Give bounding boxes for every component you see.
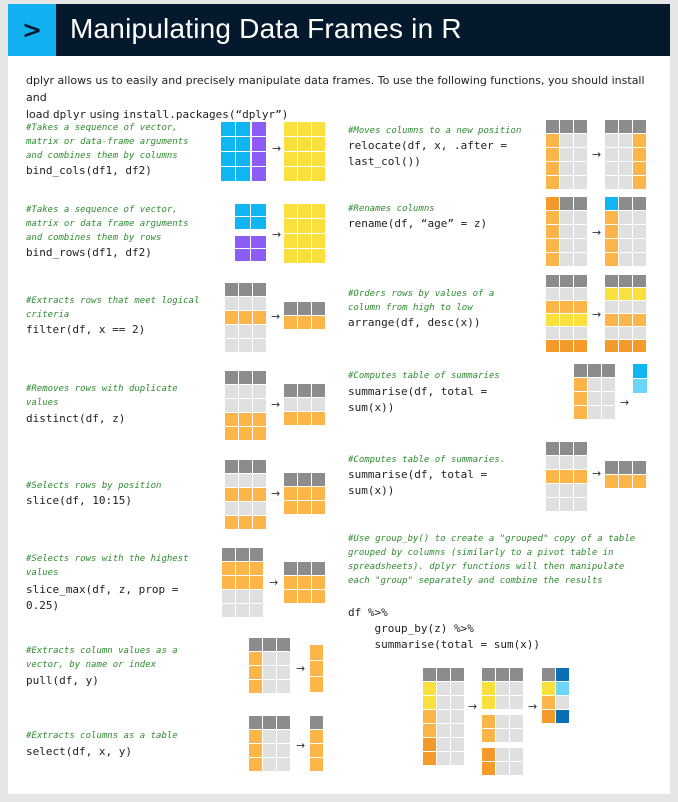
- pull-comment: #Extracts column values as a vector, by …: [26, 646, 178, 670]
- bind-rows-comment: #Takes a sequence of vector, matrix or d…: [26, 205, 189, 243]
- bind-rows-result: [284, 204, 325, 263]
- bind-cols-table-a: [221, 122, 250, 181]
- filter-comment: #Extracts rows that meet logical criteri…: [26, 296, 200, 320]
- bind-rows-table-b: [235, 236, 266, 261]
- arrow-icon: →: [592, 467, 602, 480]
- group-by-part-1: [482, 668, 523, 709]
- slice-max-code: slice_max(df, z, prop = 0.25): [26, 583, 179, 612]
- bind-cols-result: [284, 122, 325, 181]
- intro-line-1: dplyr allows us to easily and precisely …: [26, 74, 645, 104]
- pull-code: pull(df, y): [26, 674, 99, 687]
- cheat-sheet-card: > Manipulating Data Frames in R dplyr al…: [8, 4, 670, 794]
- distinct-result: [284, 384, 325, 425]
- filter-result: [284, 302, 325, 329]
- chevron-right-icon: >: [8, 4, 56, 56]
- intro-line-2: load dplyr using install.packages(“dplyr…: [26, 106, 652, 123]
- rename-code: rename(df, “age” = z): [348, 217, 488, 230]
- group-by-comment: #Use group_by() to create a "grouped" co…: [348, 534, 636, 586]
- arrow-icon: →: [592, 308, 602, 321]
- slice-max-table: [222, 548, 263, 617]
- summarise-table-1: [574, 364, 615, 419]
- select-code: select(df, x, y): [26, 745, 132, 758]
- arrow-icon: →: [296, 662, 306, 675]
- relocate-comment: #Moves columns to a new position: [348, 126, 522, 136]
- arrow-icon: →: [620, 396, 630, 409]
- distinct-comment: #Removes rows with duplicate values: [26, 384, 178, 408]
- arrange-comment: #Orders rows by values of a column from …: [348, 289, 495, 313]
- arrange-code: arrange(df, desc(x)): [348, 316, 481, 329]
- group-by-table: [423, 668, 464, 765]
- arrow-icon: →: [271, 487, 281, 500]
- arrow-icon: →: [272, 228, 282, 241]
- summarise-code-1: summarise(df, total = sum(x)): [348, 385, 488, 414]
- intro-text-load: load: [26, 108, 54, 121]
- relocate-code: relocate(df, x, .after = last_col()): [348, 139, 507, 168]
- select-result: [310, 716, 323, 771]
- arrow-icon: →: [528, 700, 538, 713]
- summarise-table-2: [546, 442, 587, 511]
- slice-result: [284, 473, 325, 514]
- arrow-icon: →: [269, 576, 279, 589]
- slice-comment: #Selects rows by position: [26, 481, 162, 491]
- pull-table: [249, 638, 290, 693]
- arrange-table: [546, 275, 587, 352]
- slice-table: [225, 460, 266, 529]
- bind-cols-code: bind_cols(df1, df2): [26, 164, 152, 177]
- arrange-result: [605, 275, 646, 352]
- arrow-icon: →: [272, 142, 282, 155]
- filter-code: filter(df, x == 2): [26, 323, 146, 336]
- distinct-code: distinct(df, z): [26, 412, 126, 425]
- intro-code-dplyr: dplyr: [53, 108, 87, 121]
- arrow-icon: →: [592, 226, 602, 239]
- group-by-part-3: [482, 748, 523, 775]
- rename-comment: #Renames columns: [348, 204, 435, 214]
- group-by-result: [542, 668, 569, 723]
- intro-text-using: using: [86, 108, 123, 121]
- arrow-icon: →: [271, 310, 281, 323]
- pull-result: [310, 645, 323, 692]
- slice-max-result: [284, 562, 325, 603]
- bind-rows-table-a: [235, 204, 266, 229]
- relocate-table: [546, 120, 587, 189]
- summarise-result-1: [633, 364, 647, 393]
- summarise-code-2: summarise(df, total = sum(x)): [348, 468, 488, 497]
- rename-result: [605, 197, 646, 266]
- distinct-table: [225, 371, 266, 440]
- bind-cols-table-b: [252, 122, 266, 181]
- intro-code-install: install.packages(“dplyr”): [122, 108, 289, 121]
- summarise-comment-2: #Computes table of summaries.: [348, 455, 506, 465]
- arrow-icon: →: [271, 398, 281, 411]
- rename-table: [546, 197, 587, 266]
- arrow-icon: →: [468, 700, 478, 713]
- intro-text: dplyr allows us to easily and precisely …: [26, 72, 652, 123]
- page-title: Manipulating Data Frames in R: [70, 13, 462, 44]
- filter-table: [225, 283, 266, 352]
- header-bar: > Manipulating Data Frames in R: [8, 4, 670, 56]
- slice-max-comment: #Selects rows with the highest values: [26, 554, 189, 578]
- select-comment: #Extracts columns as a table: [26, 731, 178, 741]
- relocate-result: [605, 120, 646, 189]
- group-by-part-2: [482, 715, 523, 742]
- bind-rows-code: bind_rows(df1, df2): [26, 246, 152, 259]
- bind-cols-comment: #Takes a sequence of vector, matrix or d…: [26, 123, 189, 161]
- arrow-icon: →: [592, 148, 602, 161]
- summarise-comment-1: #Computes table of summaries: [348, 371, 500, 381]
- arrow-icon: →: [296, 739, 306, 752]
- slice-code: slice(df, 10:15): [26, 494, 132, 507]
- group-by-code: df %>% group_by(z) %>% summarise(total =…: [348, 606, 541, 651]
- summarise-result-2: [605, 461, 646, 488]
- select-table: [249, 716, 290, 771]
